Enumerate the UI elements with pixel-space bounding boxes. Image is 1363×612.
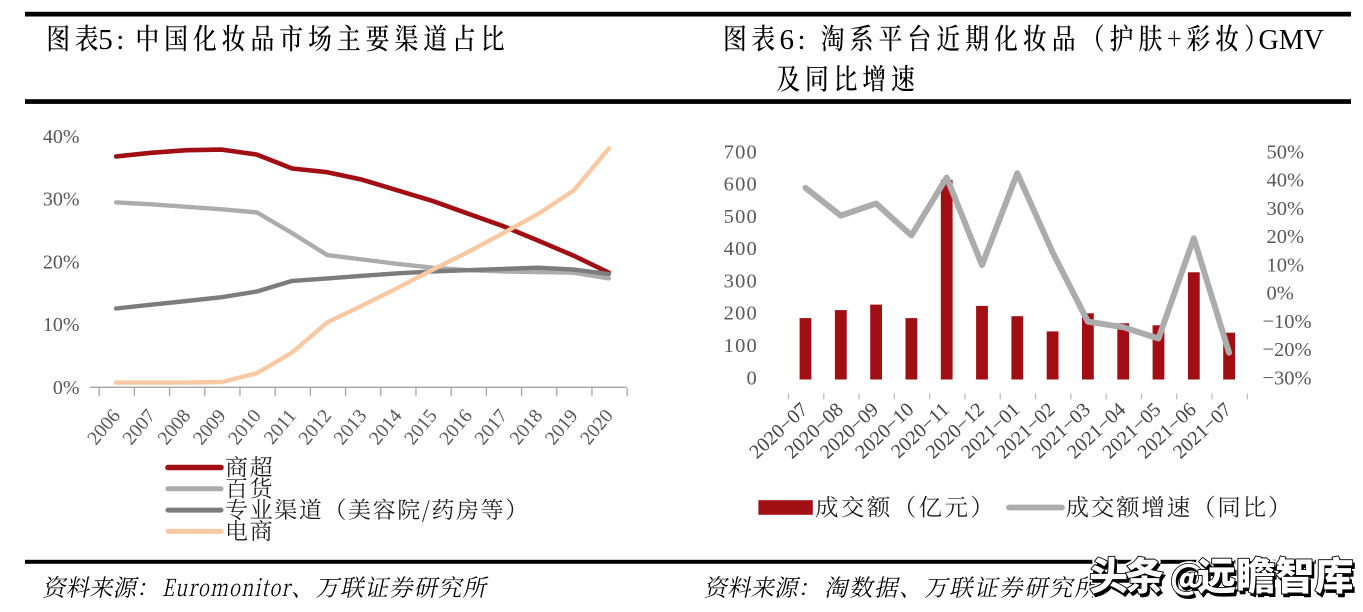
svg-text:−20%: −20% bbox=[1263, 339, 1312, 361]
svg-text:200: 200 bbox=[724, 303, 758, 325]
svg-text:500: 500 bbox=[724, 206, 758, 228]
svg-text:40%: 40% bbox=[1267, 170, 1305, 192]
svg-text:30%: 30% bbox=[1267, 198, 1305, 220]
svg-text:0%: 0% bbox=[1267, 283, 1294, 305]
svg-text:300: 300 bbox=[724, 270, 758, 292]
svg-text:400: 400 bbox=[724, 238, 758, 260]
svg-text:−10%: −10% bbox=[1263, 311, 1312, 333]
svg-text:GMV: GMV bbox=[1259, 25, 1324, 56]
svg-text:0: 0 bbox=[747, 367, 758, 389]
svg-text:100: 100 bbox=[724, 335, 758, 357]
svg-text:50%: 50% bbox=[1267, 141, 1305, 163]
svg-text:10%: 10% bbox=[1267, 254, 1305, 276]
svg-text:600: 600 bbox=[724, 174, 758, 196]
svg-text:5:: 5: bbox=[98, 24, 128, 56]
svg-text:10%: 10% bbox=[43, 314, 80, 336]
svg-text:700: 700 bbox=[724, 141, 758, 163]
svg-text:20%: 20% bbox=[1267, 226, 1305, 248]
svg-text:30%: 30% bbox=[43, 189, 80, 211]
svg-text:40%: 40% bbox=[43, 126, 80, 148]
svg-text:−30%: −30% bbox=[1263, 367, 1312, 389]
svg-text:0%: 0% bbox=[53, 377, 80, 399]
svg-text:20%: 20% bbox=[43, 251, 80, 273]
svg-text:6:: 6: bbox=[780, 24, 810, 56]
